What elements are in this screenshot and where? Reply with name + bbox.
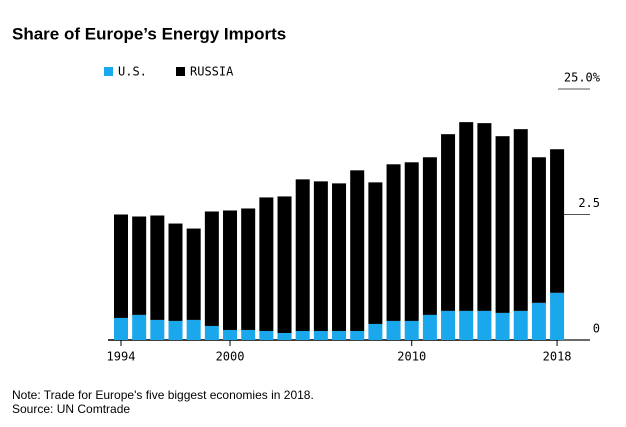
bar-segment (332, 330, 347, 340)
x-tick-label: 2010 (397, 350, 426, 364)
legend-label: RUSSIA (190, 65, 234, 79)
bar-segment (241, 208, 256, 330)
bar-segment (186, 228, 201, 320)
bar-segment (295, 179, 310, 331)
legend-label: U.S. (118, 65, 147, 79)
bar-segment (150, 319, 165, 340)
note: Note: Trade for Europe's five biggest ec… (12, 388, 314, 402)
bar-segment (459, 122, 474, 311)
bar-segment (368, 182, 383, 324)
bar-segment (277, 196, 292, 333)
bar-segment (441, 134, 456, 311)
source: Source: UN Comtrade (12, 402, 130, 416)
bar-segment (404, 320, 419, 340)
bar-segment (477, 123, 492, 311)
bar-segment (223, 329, 238, 340)
y-tick-label: 2.5 (578, 196, 600, 210)
bar-segment (313, 330, 328, 340)
bar-segment (132, 216, 147, 315)
bar-segment (259, 330, 274, 340)
bar-segment (495, 312, 510, 340)
bar-segment (277, 332, 292, 340)
bar-segment (368, 323, 383, 340)
bar-segment (386, 320, 401, 340)
legend-swatch (104, 67, 113, 76)
x-tick-label: 2000 (216, 350, 245, 364)
bar-segment (168, 223, 183, 321)
x-tick-label: 1994 (107, 350, 136, 364)
chart-title: Share of Europe’s Energy Imports (12, 24, 286, 43)
bar-segment (241, 329, 256, 340)
bar-segment (477, 310, 492, 340)
bar-segment (332, 183, 347, 331)
y-tick-label: 25.0% (564, 71, 601, 85)
legend-swatch (176, 67, 185, 76)
bar-segment (513, 310, 528, 340)
bar-segment (132, 314, 147, 340)
bar-segment (204, 211, 219, 326)
bar-segment (386, 164, 401, 321)
bar-segment (186, 319, 201, 340)
bar-segment (459, 310, 474, 340)
bar-segment (550, 149, 565, 293)
bar-segment (295, 330, 310, 340)
x-tick-label: 2018 (543, 350, 572, 364)
bar-segment (350, 330, 365, 340)
y-tick-label: 0 (593, 322, 600, 336)
bar-segment (550, 292, 565, 340)
bar-segment (313, 181, 328, 331)
bar-segment (168, 320, 183, 340)
bar-segment (204, 325, 219, 340)
bar-segment (495, 136, 510, 313)
bar-segment (404, 162, 419, 321)
bar-segment (531, 157, 546, 303)
bar-segment (422, 314, 437, 340)
bar-segment (513, 129, 528, 311)
bar-segment (259, 197, 274, 331)
bar-segment (350, 170, 365, 331)
bar-segment (441, 310, 456, 340)
bar-segment (150, 215, 165, 320)
bar-segment (114, 214, 128, 318)
bar-segment (531, 302, 546, 340)
bar-segment (114, 317, 128, 340)
bar-segment (223, 210, 238, 330)
bar-segment (422, 157, 437, 315)
